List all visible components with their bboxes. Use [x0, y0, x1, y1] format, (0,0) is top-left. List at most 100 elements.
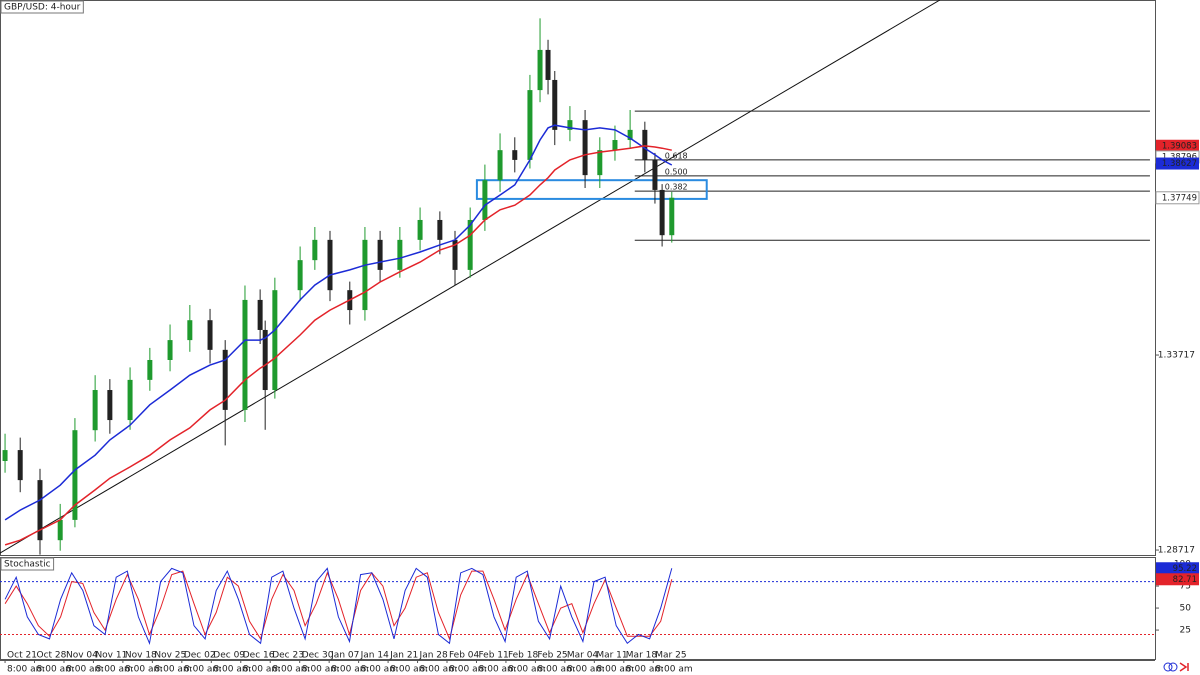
x-tick-label: Mar 18 [626, 651, 658, 661]
candle-body [612, 140, 618, 151]
x-tick-label: Dec 09 [213, 651, 245, 661]
x-tick-label: Feb 04 [449, 651, 480, 661]
x-tick-sublabel: 8:00 am [508, 665, 545, 675]
candle-body [17, 450, 23, 481]
icon-link[interactable] [1163, 662, 1173, 672]
x-tick-label: Dec 02 [184, 651, 216, 661]
candle-body [187, 320, 193, 341]
price-tag-label: 1.38796 [1162, 152, 1197, 162]
price-tag-label: 1.37749 [1162, 193, 1197, 203]
x-tick-label: Jan 28 [419, 651, 448, 661]
candle-body [512, 150, 518, 160]
x-tick-sublabel: 8:00 am [272, 665, 309, 675]
x-tick-label: Dec 23 [272, 651, 304, 661]
x-tick-label: Jan 14 [360, 651, 389, 661]
candle-body [552, 79, 558, 130]
candle-body [537, 49, 543, 91]
fib-label: 0.500 [665, 167, 688, 176]
x-tick-sublabel: 8:00 am [449, 665, 486, 675]
stoch-title-box [0, 557, 55, 571]
toolbar-icons[interactable] [1163, 662, 1189, 672]
candle-body [545, 49, 551, 80]
candle-body [242, 299, 248, 410]
x-tick-sublabel: 8:00 am [184, 665, 221, 675]
candle-body [527, 90, 533, 160]
x-tick-label: Feb 25 [537, 651, 567, 661]
candle-body [642, 129, 648, 160]
moving-average [4, 124, 673, 521]
candle-body [627, 129, 633, 141]
x-tick-sublabel: 8:00 am [596, 665, 633, 675]
candle-body [2, 450, 8, 462]
price-tag [1155, 191, 1200, 205]
candle-body [72, 430, 78, 520]
x-tick-label: Feb 18 [508, 651, 539, 661]
candle-body [437, 219, 443, 240]
candle-body [272, 290, 278, 391]
chart-title-box [0, 0, 84, 14]
candle-body [377, 239, 383, 270]
candle-body [497, 150, 503, 181]
x-tick-sublabel: 8:00 am [37, 665, 74, 675]
candle-body [659, 189, 665, 236]
x-tick-sublabel: 8:00 am [537, 665, 574, 675]
x-tick-label: Jan 07 [330, 651, 359, 661]
price-tag-label: 1.39083 [1162, 141, 1197, 151]
x-tick-label: Oct 28 [37, 651, 67, 661]
candle-body [669, 197, 675, 236]
candle-body [207, 320, 213, 350]
x-tick-sublabel: 8:00 am [95, 665, 132, 675]
candle-body [257, 299, 263, 330]
candle-body [467, 219, 473, 270]
chart-title: GBP/USD: 4-hour [4, 3, 81, 13]
icon-scroll-end[interactable] [1179, 662, 1189, 672]
x-tick-sublabel: 8:00 am [420, 665, 457, 675]
x-tick-sublabel: 8:00 am [361, 665, 398, 675]
x-tick-label: Jan 21 [389, 651, 418, 661]
candle-body [37, 480, 43, 541]
y-tick-label: 1.28717 [1158, 546, 1195, 556]
price-tag [1156, 139, 1199, 152]
candle-body [222, 349, 228, 410]
candle-body [147, 359, 153, 380]
x-tick-sublabel: 8:00 am [7, 665, 44, 675]
x-tick-label: Dec 16 [243, 651, 275, 661]
stoch-d [4, 570, 673, 641]
x-tick-label: Oct 21 [7, 651, 37, 661]
icon-link[interactable] [1168, 662, 1178, 672]
x-tick-sublabel: 8:00 am [213, 665, 250, 675]
candle-body [567, 120, 573, 130]
x-tick-label: Mar 04 [567, 651, 599, 661]
x-tick-sublabel: 8:00 am [125, 665, 162, 675]
candle-body [597, 150, 603, 176]
candle-body [92, 390, 98, 431]
candle-body [362, 239, 368, 311]
x-tick-sublabel: 8:00 am [302, 665, 339, 675]
x-tick-sublabel: 8:00 am [243, 665, 280, 675]
candle-body [417, 219, 423, 240]
candle-body [167, 340, 173, 360]
x-tick-label: Nov 11 [95, 651, 127, 661]
stoch-tag-label: 95.22 [1173, 564, 1197, 574]
y-tick-label: 1.33717 [1158, 351, 1195, 361]
x-tick-sublabel: 8:00 am [567, 665, 604, 675]
candle-body [582, 120, 588, 176]
x-tick-label: Feb 11 [478, 651, 508, 661]
stoch-tag-label: 82.71 [1173, 575, 1197, 585]
candle-body [452, 239, 458, 270]
candle-body [312, 239, 318, 261]
x-tick-sublabel: 8:00 am [390, 665, 427, 675]
stoch-title: Stochastic [4, 560, 51, 570]
x-tick-label: Mar 11 [596, 651, 627, 661]
moving-average [4, 145, 672, 546]
x-tick-label: Nov 25 [154, 651, 186, 661]
candle-body [327, 239, 333, 291]
x-tick-label: Dec 30 [302, 651, 334, 661]
fib-label: 0.618 [665, 151, 688, 160]
stoch-y-tick-label: 75 [1180, 582, 1191, 592]
candle-body [652, 159, 658, 190]
x-tick-sublabel: 8:00 am [66, 665, 103, 675]
candle-body [297, 260, 303, 291]
